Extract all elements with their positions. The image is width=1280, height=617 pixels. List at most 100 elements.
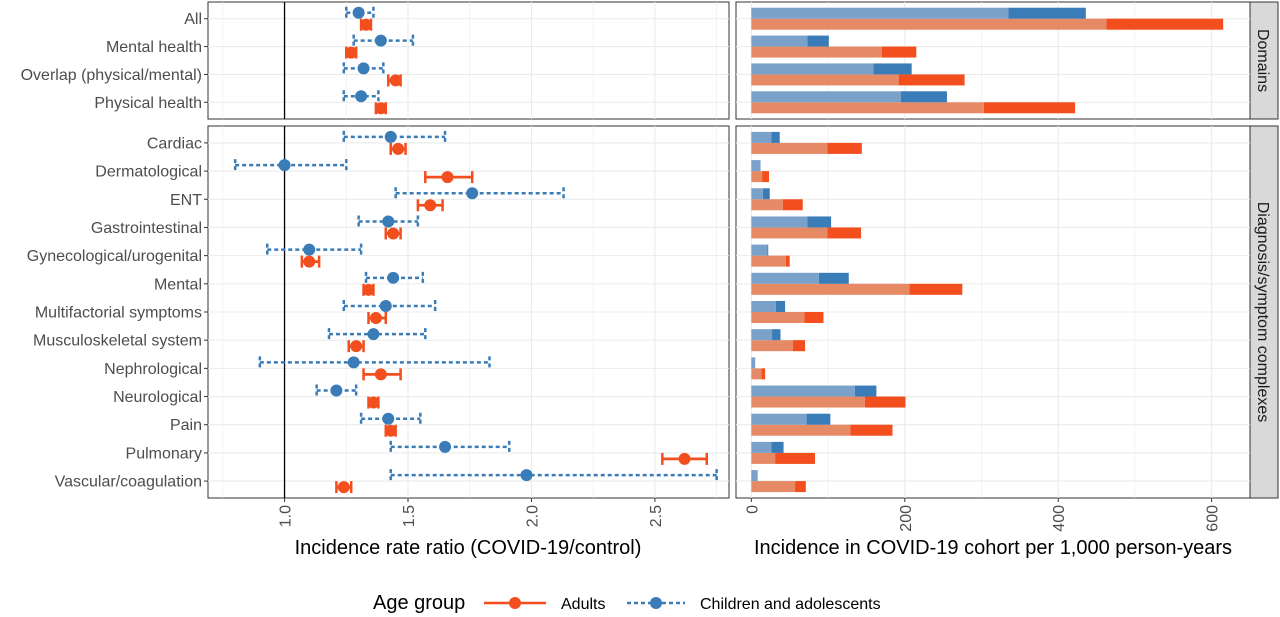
point-children-musculoskeletal-system <box>367 328 380 341</box>
bar-excess-adults-dermatological <box>762 171 769 183</box>
category-label-gynecological-urogenital: Gynecological/urogenital <box>27 248 202 265</box>
bar-light-adults-pain <box>751 424 851 436</box>
bar-excess-adults-physical-health <box>983 102 1076 114</box>
point-adults-pain <box>384 424 397 437</box>
point-children-overlap-physical-mental <box>357 62 370 75</box>
legend-adults-point <box>509 597 521 609</box>
bar-excess-children-pulmonary <box>771 441 784 453</box>
bar-light-children-all <box>751 7 1009 19</box>
point-children-pulmonary <box>439 440 452 453</box>
incidence-x-tick-label: 200 <box>898 505 915 532</box>
bar-excess-adults-neurological <box>864 396 906 408</box>
bar-light-adults-mental-health <box>751 46 882 58</box>
bar-light-children-cardiac <box>751 131 772 143</box>
legend-label-adults: Adults <box>561 596 605 613</box>
legend-label-children: Children and adolescents <box>700 596 881 613</box>
bar-light-adults-neurological <box>751 396 865 408</box>
point-adults-mental <box>362 283 375 296</box>
irr-x-axis-title: Incidence rate ratio (COVID-19/control) <box>295 537 642 559</box>
bar-excess-children-overlap-physical-mental <box>873 63 912 75</box>
bar-excess-adults-mental <box>909 283 963 295</box>
legend-key-children <box>627 597 685 609</box>
irr-x-tick-label: 1.5 <box>401 505 418 527</box>
bar-excess-children-cardiac <box>771 131 780 143</box>
legend-children-point <box>650 597 662 609</box>
category-label-mental: Mental <box>154 276 202 293</box>
point-adults-vascular-coagulation <box>337 481 350 494</box>
category-label-musculoskeletal-system: Musculoskeletal system <box>33 333 202 350</box>
bar-light-adults-physical-health <box>751 102 984 114</box>
bar-light-adults-all <box>751 18 1107 30</box>
point-adults-gynecological-urogenital <box>303 255 316 268</box>
point-children-cardiac <box>384 130 397 143</box>
bar-excess-children-gynecological-urogenital <box>767 244 769 256</box>
irr-x-tick-label: 2.0 <box>524 505 541 527</box>
bar-excess-adults-gastrointestinal <box>827 227 862 239</box>
strip-complexes-box <box>1249 125 1279 499</box>
point-adults-gastrointestinal <box>387 227 400 240</box>
incidence-x-tick-label: 600 <box>1205 505 1222 532</box>
category-label-dermatological: Dermatological <box>95 164 202 181</box>
incidence-x-axis-title: Incidence in COVID-19 cohort per 1,000 p… <box>754 537 1232 559</box>
point-children-gynecological-urogenital <box>303 243 316 256</box>
bar-light-children-nephrological <box>751 357 756 369</box>
category-label-neurological: Neurological <box>113 389 202 406</box>
bar-light-children-musculoskeletal-system <box>751 329 773 341</box>
bar-excess-adults-vascular-coagulation <box>795 481 806 493</box>
bar-excess-children-neurological <box>854 385 877 397</box>
bar-light-adults-musculoskeletal-system <box>751 340 793 352</box>
bar-excess-children-mental <box>818 272 849 284</box>
point-children-all <box>352 6 365 19</box>
bar-excess-children-vascular-coagulation <box>756 470 758 482</box>
bar-light-children-mental-health <box>751 35 808 47</box>
category-label-multifactorial-symptoms: Multifactorial symptoms <box>35 305 202 322</box>
point-adults-pulmonary <box>678 452 691 465</box>
legend: Age group Adults Children and adolescent… <box>373 592 881 614</box>
strip-label-domains: Domains <box>1254 29 1271 92</box>
legend-title: Age group <box>373 592 465 614</box>
bar-excess-adults-musculoskeletal-system <box>792 340 806 352</box>
bar-light-children-neurological <box>751 385 855 397</box>
incidence-bars <box>751 7 1224 493</box>
point-adults-nephrological <box>374 368 387 381</box>
irr-x-tick-label: 1.0 <box>278 505 295 527</box>
bar-light-adults-multifactorial-symptoms <box>751 312 805 323</box>
bar-excess-children-multifactorial-symptoms <box>775 301 786 312</box>
point-children-gastrointestinal <box>382 215 395 228</box>
bar-excess-children-all <box>1008 7 1086 19</box>
bar-excess-children-musculoskeletal-system <box>772 329 781 341</box>
bar-excess-adults-ent <box>782 199 803 211</box>
bar-light-adults-gynecological-urogenital <box>751 255 786 267</box>
point-adults-dermatological <box>441 171 454 184</box>
bar-excess-children-physical-health <box>900 91 947 103</box>
bar-light-children-gastrointestinal <box>751 216 808 228</box>
bar-excess-adults-gynecological-urogenital <box>785 255 790 267</box>
legend-key-adults <box>484 597 546 609</box>
point-adults-multifactorial-symptoms <box>369 312 382 324</box>
bar-excess-adults-nephrological <box>761 368 766 380</box>
bar-light-adults-ent <box>751 199 783 211</box>
category-label-vascular-coagulation: Vascular/coagulation <box>55 474 202 491</box>
bar-light-adults-overlap-physical-mental <box>751 74 899 86</box>
bar-light-adults-nephrological <box>751 368 762 380</box>
irr-x-tick-label: 2.5 <box>648 505 665 527</box>
category-label-overlap-physical-mental: Overlap (physical/mental) <box>21 67 202 84</box>
point-children-neurological <box>330 384 343 397</box>
category-label-pulmonary: Pulmonary <box>126 445 202 462</box>
bar-light-adults-gastrointestinal <box>751 227 828 239</box>
bar-excess-children-mental-health <box>807 35 829 47</box>
category-label-mental-health: Mental health <box>106 39 202 56</box>
point-children-multifactorial-symptoms <box>379 300 392 312</box>
bar-light-children-pain <box>751 413 807 425</box>
x-axis-ticks: 1.0 1.5 2.0 2.5 0 200 400 600 <box>278 498 1222 532</box>
bar-light-children-multifactorial-symptoms <box>751 301 776 312</box>
point-adults-mental-health <box>345 46 358 59</box>
bar-excess-adults-multifactorial-symptoms <box>804 312 824 323</box>
bar-excess-adults-mental-health <box>881 46 917 58</box>
bar-excess-adults-pain <box>850 424 893 436</box>
category-label-physical-health: Physical health <box>94 95 202 112</box>
bar-light-children-mental <box>751 272 819 284</box>
point-children-nephrological <box>347 356 360 369</box>
bar-light-adults-pulmonary <box>751 452 776 464</box>
